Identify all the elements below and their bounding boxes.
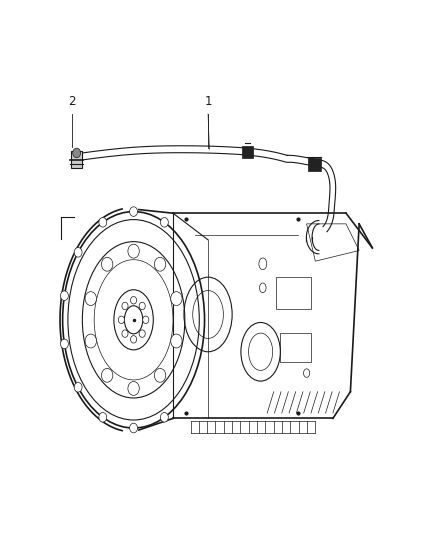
Circle shape	[154, 257, 166, 271]
Ellipse shape	[73, 148, 81, 158]
Circle shape	[130, 207, 138, 216]
Circle shape	[143, 316, 149, 324]
Circle shape	[131, 296, 137, 304]
Circle shape	[60, 291, 68, 301]
Circle shape	[60, 339, 68, 349]
Text: 2: 2	[68, 95, 76, 108]
Circle shape	[99, 413, 107, 422]
Circle shape	[122, 302, 128, 310]
Circle shape	[171, 334, 182, 348]
Circle shape	[128, 382, 139, 395]
Circle shape	[74, 247, 82, 257]
Circle shape	[171, 292, 182, 305]
Circle shape	[85, 292, 96, 305]
Circle shape	[130, 423, 138, 433]
Circle shape	[85, 334, 96, 348]
Circle shape	[74, 383, 82, 392]
Circle shape	[160, 217, 168, 227]
FancyBboxPatch shape	[71, 151, 82, 168]
Circle shape	[131, 336, 137, 343]
Circle shape	[139, 330, 145, 337]
Circle shape	[139, 302, 145, 310]
Circle shape	[118, 316, 124, 324]
Circle shape	[102, 368, 113, 382]
FancyBboxPatch shape	[242, 146, 253, 158]
Circle shape	[128, 244, 139, 258]
Circle shape	[154, 368, 166, 382]
Circle shape	[160, 413, 168, 422]
Text: 1: 1	[204, 95, 212, 108]
FancyBboxPatch shape	[308, 158, 321, 171]
Circle shape	[99, 217, 107, 227]
Circle shape	[122, 330, 128, 337]
Circle shape	[102, 257, 113, 271]
